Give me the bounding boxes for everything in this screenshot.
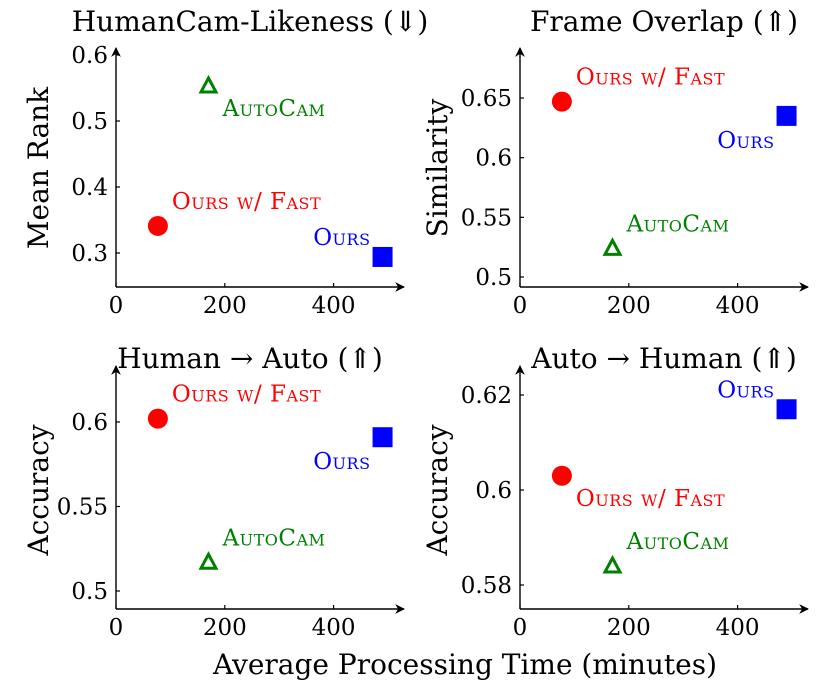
- y-axis-label: Accuracy: [22, 424, 55, 556]
- point-ours-w-fast: [551, 91, 572, 112]
- x-tick-label: 400: [312, 293, 356, 319]
- point-ours: [776, 399, 797, 420]
- chart-panel: Auto → Human (⇑) Accuracy 0 200 400 0.58 0.6 0.…: [421, 342, 809, 641]
- y-axis-label: Accuracy: [421, 424, 454, 556]
- y-tick-label: 0.5: [71, 579, 108, 605]
- label-ours: Ours: [717, 377, 774, 403]
- label-ours-w-fast: Ours w/ Fast: [576, 65, 725, 91]
- label-autocam: AutoCam: [221, 96, 325, 122]
- label-ours: Ours: [717, 128, 774, 154]
- point-ours-w-fast: [147, 215, 168, 236]
- label-ours: Ours: [313, 225, 370, 251]
- y-tick-label: 0.5: [475, 265, 512, 291]
- label-ours: Ours: [313, 449, 370, 475]
- x-tick-label: 0: [513, 615, 528, 641]
- y-tick-label: 0.65: [461, 86, 512, 112]
- y-tick-label: 0.55: [57, 495, 108, 521]
- chart-grid: HumanCam-Likeness (⇓) Mean Rank 0 200 400 0.3…: [22, 5, 809, 641]
- point-autocam: [602, 554, 623, 574]
- chart-title: Frame Overlap (⇑): [530, 5, 798, 38]
- y-tick-label: 0.5: [71, 109, 108, 135]
- point-autocam: [198, 551, 219, 570]
- y-tick-label: 0.58: [461, 573, 512, 599]
- x-tick-label: 200: [203, 615, 247, 641]
- x-tick-label: 0: [109, 615, 124, 641]
- label-autocam: AutoCam: [221, 525, 325, 551]
- label-ours-w-fast: Ours w/ Fast: [576, 486, 725, 512]
- x-tick-label: 0: [513, 293, 528, 319]
- y-tick-label: 0.6: [475, 146, 512, 172]
- point-ours-w-fast: [551, 465, 572, 486]
- x-tick-label: 400: [312, 615, 356, 641]
- point-autocam: [602, 237, 623, 256]
- chart-title: HumanCam-Likeness (⇓): [72, 5, 429, 38]
- x-tick-label: 400: [716, 293, 760, 319]
- chart-panel: HumanCam-Likeness (⇓) Mean Rank 0 200 400 0.3…: [22, 5, 428, 319]
- y-tick-label: 0.4: [71, 175, 108, 201]
- label-ours-w-fast: Ours w/ Fast: [172, 189, 321, 215]
- x-tick-label: 0: [109, 293, 124, 319]
- y-tick-label: 0.62: [461, 383, 512, 409]
- y-tick-label: 0.6: [71, 410, 108, 436]
- chart-title: Human → Auto (⇑): [117, 342, 383, 375]
- chart-panel: Human → Auto (⇑) Accuracy 0 200 400 0.5 0.55 0.…: [22, 342, 405, 641]
- chart-title: Auto → Human (⇑): [530, 342, 797, 375]
- chart-panel: Frame Overlap (⇑) Similarity 0 200 400 0.5 0.5…: [421, 5, 809, 319]
- x-tick-label: 400: [716, 615, 760, 641]
- y-tick-label: 0.6: [475, 478, 512, 504]
- y-axis-label: Mean Rank: [22, 86, 55, 249]
- figure-xlabel: Average Processing Time (minutes): [212, 648, 717, 681]
- y-tick-label: 0.55: [461, 205, 512, 231]
- y-axis-label: Similarity: [421, 98, 454, 237]
- label-ours-w-fast: Ours w/ Fast: [172, 382, 321, 408]
- label-autocam: AutoCam: [625, 529, 729, 555]
- point-ours-w-fast: [147, 408, 168, 429]
- y-tick-label: 0.3: [71, 241, 108, 267]
- point-ours: [372, 427, 393, 448]
- point-ours: [776, 105, 797, 126]
- point-autocam: [198, 74, 219, 94]
- point-ours: [372, 246, 393, 267]
- x-tick-label: 200: [203, 293, 247, 319]
- x-tick-label: 200: [607, 293, 651, 319]
- label-autocam: AutoCam: [625, 211, 729, 237]
- y-tick-label: 0.6: [71, 43, 108, 69]
- x-tick-label: 200: [607, 615, 651, 641]
